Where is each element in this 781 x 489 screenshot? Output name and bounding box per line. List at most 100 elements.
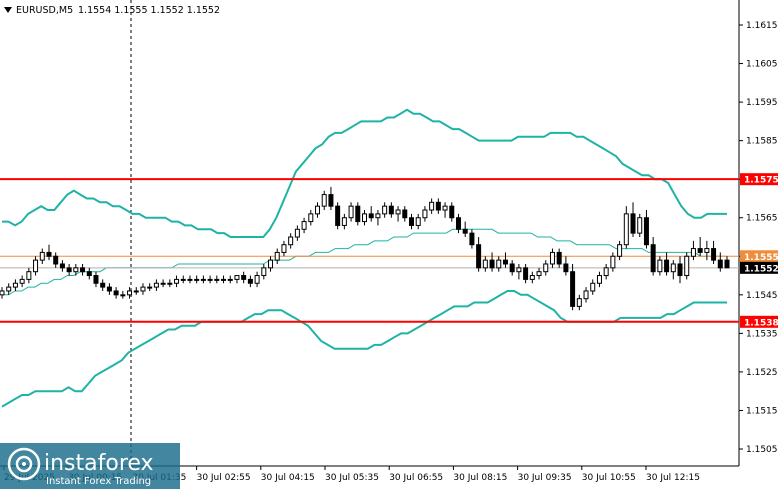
candle-body: [402, 209, 408, 219]
candle-body: [53, 255, 59, 265]
candle-body: [167, 282, 173, 285]
candle-body: [174, 278, 180, 284]
candle-body: [435, 201, 441, 211]
candle-body: [335, 205, 341, 226]
candle-body: [368, 213, 374, 219]
instaforex-logo: instaforex Instant Forex Trading: [0, 443, 180, 489]
candle-body: [697, 248, 703, 253]
candle-body: [429, 201, 435, 211]
price-tick-label: 1.1525: [746, 368, 778, 378]
candle-body: [442, 205, 448, 211]
price-tag-label: 1.1555: [744, 253, 779, 263]
chart-symbol: EURUSD,M5: [16, 5, 73, 16]
candle-body: [254, 275, 260, 284]
candle-body: [388, 205, 394, 215]
candle-body: [234, 275, 240, 280]
down-triangle-icon[interactable]: [4, 7, 12, 13]
price-tick-label: 1.1545: [746, 291, 778, 301]
candle-body: [650, 244, 656, 273]
time-tick-label: 30 Jul 04:15: [261, 473, 315, 483]
candle-body: [147, 286, 153, 289]
candle-body: [308, 213, 314, 223]
candle-body: [348, 205, 354, 219]
candle-body: [603, 267, 609, 277]
candle-body: [133, 290, 139, 293]
candle-body: [153, 282, 159, 288]
candle-body: [529, 275, 535, 280]
candle-body: [643, 217, 649, 246]
candle-body: [724, 259, 730, 269]
candle-body: [610, 255, 616, 269]
candle-body: [462, 228, 468, 234]
candle-body: [408, 217, 414, 226]
price-tick-label: 1.1505: [746, 445, 778, 455]
candle-body: [711, 248, 717, 261]
candle-body: [19, 278, 25, 284]
candle-body: [543, 263, 549, 273]
candle-body: [207, 278, 213, 281]
candle-body: [449, 205, 455, 219]
candle-body: [73, 267, 79, 273]
logo-brand: instaforex: [44, 451, 154, 476]
candle-body: [596, 275, 602, 284]
candle-body: [12, 282, 18, 288]
logo-tagline: Instant Forex Trading: [46, 476, 151, 487]
candle-body: [46, 251, 52, 257]
candle-body: [180, 278, 186, 281]
candle-body: [247, 278, 253, 284]
candle-body: [113, 290, 119, 296]
candle-body: [523, 267, 529, 280]
candle-body: [576, 298, 582, 307]
candle-body: [476, 244, 482, 269]
support-resistance-levels: [0, 178, 739, 323]
candle-body: [66, 267, 72, 273]
price-tag-box: [740, 250, 778, 263]
candle-body: [455, 217, 461, 230]
candle-body: [80, 267, 86, 273]
candle-body: [100, 282, 106, 288]
price-tick-label: 1.1605: [746, 60, 778, 70]
candle-body: [59, 263, 65, 269]
candle-body: [214, 278, 220, 281]
candle-body: [677, 263, 683, 277]
candle-body: [268, 259, 274, 269]
candle-body: [315, 205, 321, 215]
candle-body: [301, 221, 307, 230]
candle-body: [395, 209, 401, 215]
candle-body: [422, 209, 428, 219]
candle-body: [288, 236, 294, 246]
time-tick-label: 30 Jul 08:15: [453, 473, 507, 483]
price-tick-label: 1.1565: [746, 214, 778, 224]
level-tag-box: [740, 315, 778, 328]
candle-body: [33, 259, 39, 273]
candle-body: [556, 251, 562, 265]
candle-body: [623, 213, 629, 246]
candle-body: [93, 275, 99, 284]
candle-body: [509, 263, 515, 273]
candle-body: [328, 194, 334, 207]
price-tick-label: 1.1535: [746, 329, 778, 339]
candle-body: [39, 251, 45, 261]
time-tick-label: 30 Jul 09:35: [518, 473, 572, 483]
candle-body: [355, 205, 361, 223]
candle-body: [200, 278, 206, 281]
bollinger-upper-band: [2, 108, 727, 238]
candle-body: [341, 217, 347, 226]
level-tag-label: 1.1575: [744, 176, 779, 186]
candle-body: [637, 217, 643, 234]
candle-body: [690, 248, 696, 257]
candle-body: [502, 259, 508, 265]
price-tick-label: 1.1615: [746, 21, 778, 31]
candle-body: [321, 194, 327, 207]
instaforex-logo-icon: [7, 447, 41, 481]
candle-body: [583, 290, 589, 300]
price-tag-box: [740, 261, 778, 274]
chart-ohlc: 1.1554 1.1555 1.1552 1.1552: [78, 5, 220, 16]
candle-body: [482, 259, 488, 269]
time-tick-label: 30 Jul 06:55: [389, 473, 443, 483]
candle-body: [261, 267, 267, 277]
candle-body: [717, 259, 723, 269]
candle-body: [221, 278, 227, 281]
candle-body: [630, 213, 636, 234]
